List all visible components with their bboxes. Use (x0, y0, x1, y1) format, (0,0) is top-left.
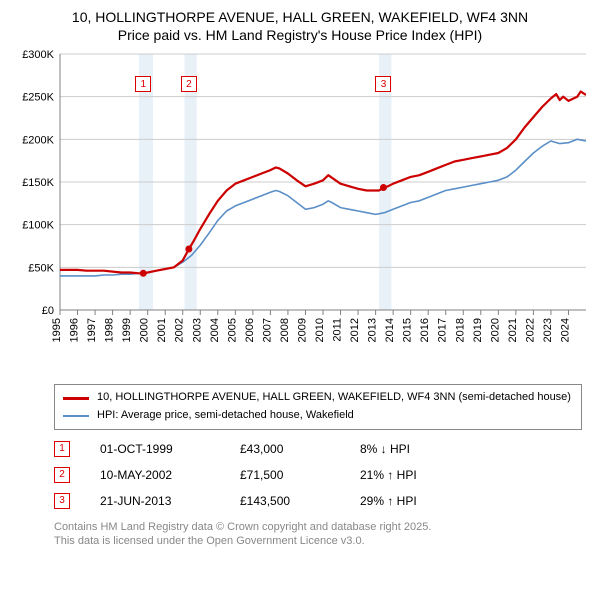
legend-label: HPI: Average price, semi-detached house,… (97, 407, 354, 425)
svg-text:2016: 2016 (419, 318, 431, 342)
svg-text:2004: 2004 (209, 318, 221, 342)
svg-text:2006: 2006 (244, 318, 256, 342)
svg-text:£50K: £50K (28, 263, 54, 275)
svg-text:2023: 2023 (542, 318, 554, 342)
legend: 10, HOLLINGTHORPE AVENUE, HALL GREEN, WA… (54, 384, 582, 429)
svg-text:2013: 2013 (367, 318, 379, 342)
svg-text:2018: 2018 (454, 318, 466, 342)
sales-date: 01-OCT-1999 (100, 442, 240, 456)
legend-row: HPI: Average price, semi-detached house,… (63, 407, 573, 425)
legend-swatch (63, 397, 89, 400)
chart-marker-1: 1 (135, 76, 151, 92)
sales-pct: 21% ↑ HPI (360, 468, 440, 482)
sales-price: £143,500 (240, 494, 360, 508)
legend-row: 10, HOLLINGTHORPE AVENUE, HALL GREEN, WA… (63, 389, 573, 407)
svg-text:2022: 2022 (524, 318, 536, 342)
svg-text:1999: 1999 (121, 318, 133, 342)
svg-text:£250K: £250K (22, 92, 54, 104)
sales-row: 2 10-MAY-2002£71,50021% ↑ HPI (54, 462, 586, 488)
svg-text:1997: 1997 (86, 318, 98, 342)
svg-text:2002: 2002 (174, 318, 186, 342)
sales-date: 10-MAY-2002 (100, 468, 240, 482)
svg-text:£200K: £200K (22, 135, 54, 147)
svg-text:2017: 2017 (437, 318, 449, 342)
svg-text:2000: 2000 (139, 318, 151, 342)
attribution-line-2: This data is licensed under the Open Gov… (54, 534, 586, 549)
chart-svg: £0 £50K £100K £150K £200K £250K £300K 1995 1996 1… (14, 48, 586, 378)
sales-price: £43,000 (240, 442, 360, 456)
svg-text:2021: 2021 (507, 318, 519, 342)
chart-area: £0 £50K £100K £150K £200K £250K £300K 1995 1996 1… (14, 48, 586, 378)
svg-text:2009: 2009 (296, 318, 308, 342)
sales-pct: 29% ↑ HPI (360, 494, 440, 508)
svg-text:2014: 2014 (384, 318, 396, 342)
sales-row: 1 01-OCT-1999£43,0008% ↓ HPI (54, 436, 586, 462)
svg-text:2010: 2010 (314, 318, 326, 342)
svg-text:2008: 2008 (279, 318, 291, 342)
svg-text:2007: 2007 (261, 318, 273, 342)
svg-text:1998: 1998 (104, 318, 116, 342)
svg-text:£100K: £100K (22, 220, 54, 232)
svg-text:2011: 2011 (332, 318, 344, 342)
legend-label: 10, HOLLINGTHORPE AVENUE, HALL GREEN, WA… (97, 389, 571, 407)
sales-table: 1 01-OCT-1999£43,0008% ↓ HPI 2 10-MAY-2002£… (54, 436, 586, 514)
sales-marker: 1 (54, 441, 70, 457)
svg-text:1996: 1996 (69, 318, 81, 342)
attribution: Contains HM Land Registry data © Crown c… (54, 520, 586, 550)
svg-text:2015: 2015 (402, 318, 414, 342)
svg-text:£300K: £300K (22, 49, 54, 61)
sales-price: £71,500 (240, 468, 360, 482)
svg-text:2024: 2024 (559, 318, 571, 342)
sales-date: 21-JUN-2013 (100, 494, 240, 508)
svg-text:2003: 2003 (191, 318, 203, 342)
svg-text:2019: 2019 (472, 318, 484, 342)
sales-pct: 8% ↓ HPI (360, 442, 440, 456)
title-block: 10, HOLLINGTHORPE AVENUE, HALL GREEN, WA… (14, 8, 586, 44)
svg-text:2012: 2012 (349, 318, 361, 342)
svg-text:2005: 2005 (226, 318, 238, 342)
legend-swatch (63, 415, 89, 417)
sales-marker: 2 (54, 467, 70, 483)
svg-text:2001: 2001 (156, 318, 168, 342)
chart-marker-2: 2 (181, 76, 197, 92)
svg-text:2020: 2020 (489, 318, 501, 342)
title-line-2: Price paid vs. HM Land Registry's House … (14, 26, 586, 44)
title-line-1: 10, HOLLINGTHORPE AVENUE, HALL GREEN, WA… (14, 8, 586, 26)
svg-text:1995: 1995 (51, 318, 63, 342)
sales-row: 3 21-JUN-2013£143,50029% ↑ HPI (54, 488, 586, 514)
svg-text:£0: £0 (42, 305, 54, 317)
chart-marker-3: 3 (375, 76, 391, 92)
sales-marker: 3 (54, 493, 70, 509)
attribution-line-1: Contains HM Land Registry data © Crown c… (54, 520, 586, 535)
svg-text:£150K: £150K (22, 177, 54, 189)
